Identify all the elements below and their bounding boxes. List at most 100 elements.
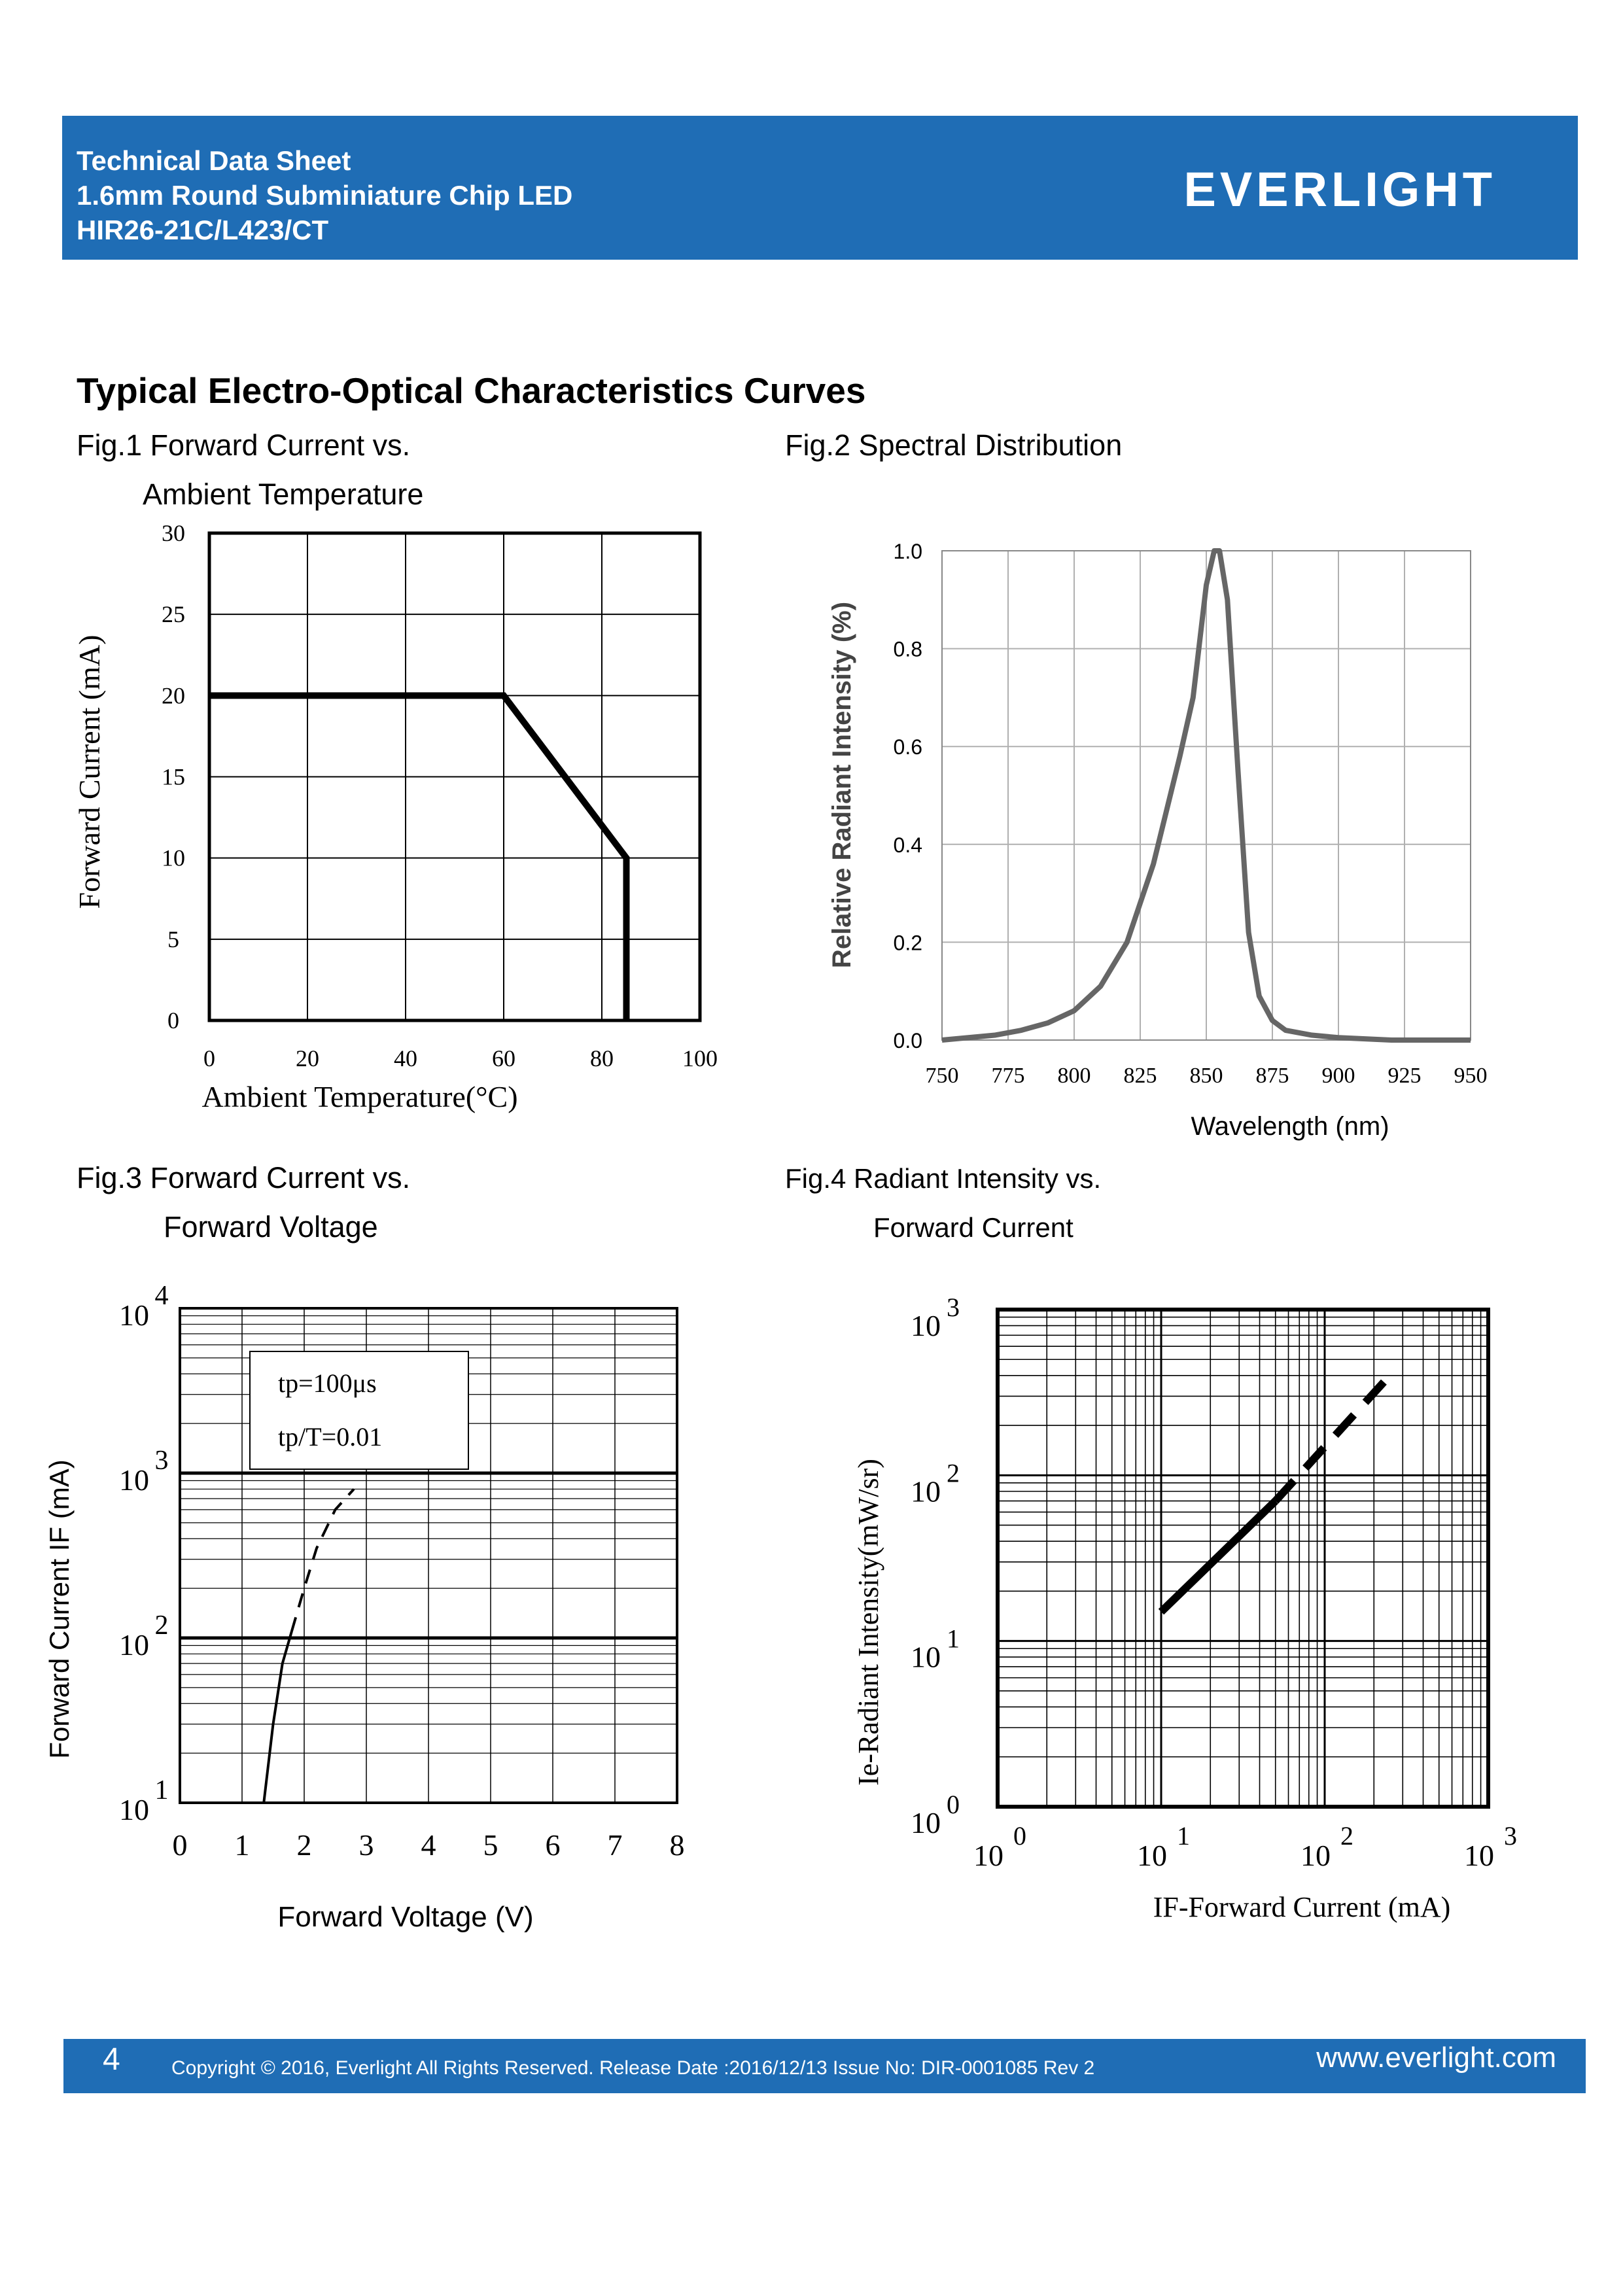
fig3-x-tick: 8 bbox=[670, 1828, 685, 1862]
fig3-y-tick: 10 bbox=[119, 1463, 149, 1497]
fig2-y-tick: 1.0 bbox=[894, 540, 922, 563]
fig3-y-tick: 10 bbox=[119, 1793, 149, 1826]
fig3-xlabel: Forward Voltage (V) bbox=[277, 1901, 533, 1933]
fig4-y-tick: 10 bbox=[911, 1641, 941, 1674]
fig3-x-tick: 0 bbox=[173, 1828, 188, 1862]
fig2-y-tick: 0.4 bbox=[894, 833, 922, 857]
fig3-x-tick: 1 bbox=[235, 1828, 250, 1862]
fig1-y-tick: 25 bbox=[162, 601, 185, 627]
fig2-series-line bbox=[941, 548, 1471, 1043]
fig2-chart: 750 775 800 825 850 875 900 925 950 0.0 0.2 0.4 0.6 0… bbox=[828, 540, 1488, 1141]
fig3-y-tick: 10 bbox=[119, 1628, 149, 1661]
fig3-frame bbox=[179, 1307, 678, 1804]
fig2-x-tick: 875 bbox=[1256, 1064, 1289, 1088]
fig1-caption-line2: Ambient Temperature bbox=[143, 478, 424, 511]
fig1-x-tick: 40 bbox=[394, 1045, 417, 1071]
fig3-ylabel: Forward Current IF (mA) bbox=[44, 1459, 75, 1758]
fig4-y-tick-exponent: 2 bbox=[947, 1458, 960, 1487]
doc-type: Technical Data Sheet bbox=[77, 145, 351, 176]
fig1-x-tick: 80 bbox=[590, 1045, 614, 1071]
fig4-x-tick-exponent: 0 bbox=[1013, 1821, 1026, 1851]
fig1-x-tick: 100 bbox=[682, 1045, 718, 1071]
fig3-x-tick: 7 bbox=[608, 1828, 623, 1862]
everlight-logo: EVERLIGHT bbox=[1183, 162, 1496, 217]
fig4-x-tick-exponent: 2 bbox=[1340, 1821, 1353, 1851]
fig2-x-tick: 900 bbox=[1322, 1064, 1355, 1088]
copyright-text: Copyright © 2016, Everlight All Rights R… bbox=[171, 2057, 1095, 2079]
fig3-y-tick-exponent: 3 bbox=[155, 1446, 169, 1476]
fig1-caption: Fig.1 Forward Current vs. bbox=[77, 428, 411, 462]
fig3-annotation-tp: tp=100μs bbox=[278, 1368, 377, 1398]
fig4-y-tick-exponent: 3 bbox=[947, 1293, 960, 1322]
fig2-y-tick: 0.8 bbox=[894, 638, 922, 661]
fig4-series-solid bbox=[1158, 1498, 1278, 1615]
fig2-caption: Fig.2 Spectral Distribution bbox=[785, 428, 1123, 462]
fig1-series-line bbox=[209, 692, 630, 1020]
fig1-ylabel: Forward Current (mA) bbox=[73, 635, 106, 909]
fig2-x-tick: 925 bbox=[1388, 1064, 1422, 1088]
fig4-y-tick-exponent: 1 bbox=[947, 1624, 960, 1654]
page-number: 4 bbox=[103, 2042, 120, 2077]
fig4-frame bbox=[996, 1308, 1490, 1809]
part-number: HIR26-21C/L423/CT bbox=[77, 215, 329, 245]
fig4-caption-line2: Forward Current bbox=[873, 1212, 1073, 1243]
product-name: 1.6mm Round Subminiature Chip LED bbox=[77, 180, 573, 211]
fig2-y-tick: 0.2 bbox=[894, 931, 922, 954]
fig1-x-tick: 60 bbox=[492, 1045, 515, 1071]
fig2-x-tick: 850 bbox=[1190, 1064, 1223, 1088]
fig1-x-tick: 0 bbox=[203, 1045, 215, 1071]
fig4-y-tick-exponent: 0 bbox=[947, 1790, 960, 1819]
fig4-xlabel: IF-Forward Current (mA) bbox=[1153, 1891, 1451, 1923]
fig4-x-tick: 10 bbox=[1137, 1839, 1167, 1872]
fig1-y-tick: 0 bbox=[167, 1007, 179, 1034]
fig1-y-tick: 15 bbox=[162, 764, 185, 790]
fig2-y-tick: 0.6 bbox=[894, 735, 922, 759]
website-link[interactable]: www.everlight.com bbox=[1316, 2042, 1556, 2074]
fig2-x-tick: 750 bbox=[926, 1064, 959, 1088]
fig3-y-tick-exponent: 1 bbox=[155, 1775, 169, 1805]
fig3-series-dashed bbox=[290, 1488, 355, 1632]
fig4-x-tick: 10 bbox=[973, 1839, 1003, 1872]
fig3-caption: Fig.3 Forward Current vs. bbox=[77, 1161, 411, 1194]
fig3-y-tick-exponent: 4 bbox=[155, 1281, 169, 1311]
fig1-xlabel: Ambient Temperature(°C) bbox=[201, 1080, 517, 1113]
header-bar: Technical Data Sheet 1.6mm Round Submini… bbox=[62, 116, 1578, 260]
fig1-y-tick: 20 bbox=[162, 682, 185, 708]
fig3-x-tick: 3 bbox=[359, 1828, 374, 1862]
fig4-y-tick: 10 bbox=[911, 1309, 941, 1342]
fig2-xlabel: Wavelength (nm) bbox=[1191, 1112, 1389, 1141]
fig1-y-tick: 30 bbox=[162, 520, 185, 546]
fig4-y-tick: 10 bbox=[911, 1806, 941, 1839]
fig1-x-tick: 20 bbox=[296, 1045, 319, 1071]
fig3-series-solid bbox=[262, 1631, 293, 1803]
fig4-ylabel: Ie-Radiant Intensity(mW/sr) bbox=[852, 1459, 884, 1786]
fig4-x-tick: 10 bbox=[1464, 1839, 1494, 1872]
fig3-x-tick: 5 bbox=[483, 1828, 498, 1862]
fig2-x-tick: 825 bbox=[1124, 1064, 1157, 1088]
fig2-frame bbox=[941, 550, 1471, 1041]
fig4-x-tick-exponent: 1 bbox=[1177, 1821, 1190, 1851]
fig1-chart: 0 20 40 60 80 100 0 5 10 15 20 25 30 Ambient Tempera… bbox=[73, 520, 718, 1113]
fig2-x-tick: 950 bbox=[1454, 1064, 1488, 1088]
fig2-x-tick: 775 bbox=[992, 1064, 1025, 1088]
fig2-ylabel: Relative Radiant Intensity (%) bbox=[828, 602, 856, 968]
fig1-y-tick: 10 bbox=[162, 845, 185, 871]
fig2-y-tick: 0.0 bbox=[894, 1029, 922, 1052]
fig3-y-tick-exponent: 2 bbox=[155, 1610, 169, 1641]
fig4-series-dashed bbox=[1272, 1372, 1393, 1504]
fig1-frame bbox=[207, 531, 702, 1022]
fig3-caption-line2: Forward Voltage bbox=[164, 1210, 378, 1244]
fig3-y-tick: 10 bbox=[119, 1298, 149, 1332]
fig3-annotation-duty: tp/T=0.01 bbox=[278, 1422, 382, 1452]
section-title: Typical Electro-Optical Characteristics … bbox=[77, 370, 866, 411]
fig4-caption: Fig.4 Radiant Intensity vs. bbox=[785, 1163, 1102, 1194]
fig4-y-tick: 10 bbox=[911, 1474, 941, 1508]
fig4-x-tick-exponent: 3 bbox=[1504, 1821, 1517, 1851]
fig3-x-tick: 2 bbox=[297, 1828, 312, 1862]
fig4-x-tick: 10 bbox=[1300, 1839, 1331, 1872]
fig2-x-tick: 800 bbox=[1058, 1064, 1091, 1088]
fig3-x-tick: 4 bbox=[421, 1828, 436, 1862]
footer-bar: 4 Copyright © 2016, Everlight All Rights… bbox=[63, 2039, 1586, 2093]
